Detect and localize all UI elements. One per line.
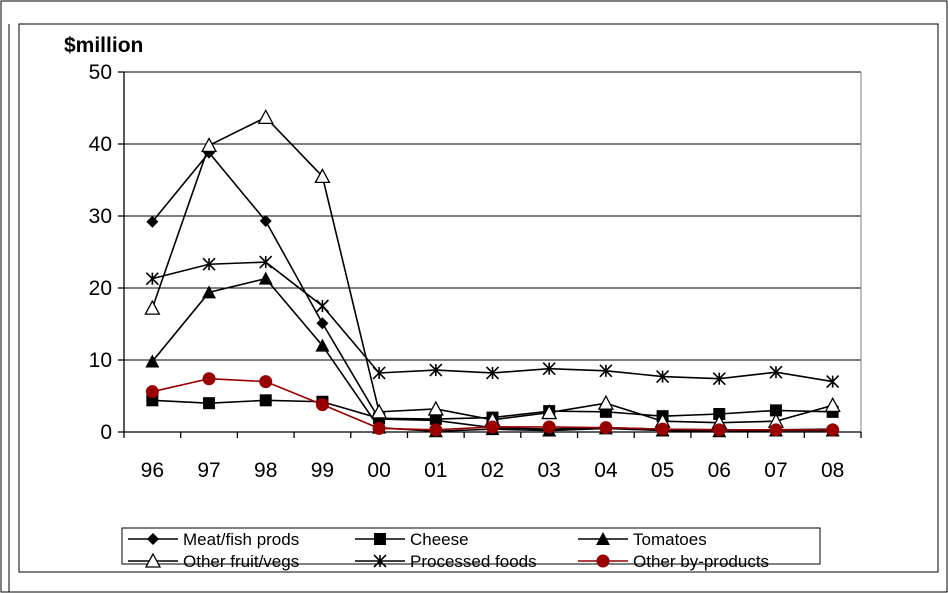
data-point xyxy=(712,372,726,386)
data-point xyxy=(315,299,329,313)
y-tick-label: 30 xyxy=(89,205,112,228)
data-point xyxy=(826,375,840,389)
data-point xyxy=(144,299,161,315)
data-point xyxy=(485,366,500,380)
data-point xyxy=(427,400,444,416)
data-point xyxy=(259,215,272,228)
data-point xyxy=(145,385,159,399)
legend-swatch-marker xyxy=(374,533,386,545)
data-point xyxy=(372,366,386,380)
x-tick-labels: 96 97 98 99 00 01 02 03 04 05 06 07 08 xyxy=(141,459,845,482)
data-point xyxy=(372,421,386,435)
data-point xyxy=(202,372,216,386)
data-point xyxy=(315,338,330,352)
legend-item: Other fruit/vegs xyxy=(128,552,299,571)
data-point xyxy=(769,365,783,379)
legend-swatch-marker xyxy=(373,554,387,568)
legend-box xyxy=(121,527,821,565)
y-axis-label: $million xyxy=(64,34,143,57)
data-point xyxy=(542,420,556,434)
legend-swatch-marker xyxy=(144,552,162,568)
data-point xyxy=(541,404,558,420)
data-point xyxy=(769,423,783,437)
legend: Meat/fish prods Cheese Tomatoes Other fruit… xyxy=(121,527,821,571)
x-tick-label: 07 xyxy=(764,459,787,482)
data-point xyxy=(597,394,614,410)
gridlines xyxy=(124,71,862,432)
data-point xyxy=(429,423,443,437)
x-tick-label: 02 xyxy=(481,459,504,482)
data-point xyxy=(429,363,443,377)
data-point xyxy=(712,423,726,437)
data-point xyxy=(259,255,273,269)
y-tick-label: 10 xyxy=(89,349,112,372)
legend-label: Processed foods xyxy=(410,552,537,571)
y-tick-labels: 0 10 20 30 40 50 xyxy=(89,61,112,444)
data-point xyxy=(203,397,216,410)
data-point xyxy=(599,421,613,435)
legend-swatch-marker xyxy=(596,554,610,568)
data-point xyxy=(713,408,726,420)
data-point xyxy=(542,362,556,376)
data-point xyxy=(258,271,273,285)
x-tick-label: 03 xyxy=(538,459,561,482)
legend-item: Tomatoes xyxy=(578,530,707,549)
data-point xyxy=(316,317,329,330)
x-tick-label: 08 xyxy=(821,459,844,482)
legend-label: Other fruit/vegs xyxy=(183,552,299,571)
data-point xyxy=(371,403,388,419)
data-point xyxy=(145,272,159,286)
legend-item: Other by-products xyxy=(578,552,769,571)
legend-label: Meat/fish prods xyxy=(183,530,299,549)
data-point xyxy=(314,168,331,184)
data-point xyxy=(429,413,442,426)
y-tick-label: 20 xyxy=(89,277,112,300)
data-point xyxy=(202,285,217,299)
data-point xyxy=(769,404,782,417)
data-point xyxy=(200,137,218,153)
data-point xyxy=(486,420,499,434)
data-point xyxy=(145,354,160,368)
data-point xyxy=(259,394,272,407)
legend-label: Tomatoes xyxy=(633,530,707,549)
x-tick-label: 97 xyxy=(197,459,220,482)
legend-swatch-marker xyxy=(596,532,610,545)
x-tick-label: 99 xyxy=(311,459,334,482)
legend-swatch-marker xyxy=(147,533,159,545)
x-tick-label: 98 xyxy=(254,459,277,482)
x-tick-label: 01 xyxy=(424,459,447,482)
data-point xyxy=(257,108,274,125)
data-point xyxy=(202,257,216,271)
x-tick-label: 05 xyxy=(651,459,674,482)
x-tick-label: 06 xyxy=(708,459,731,482)
x-tick-label: 96 xyxy=(141,459,164,482)
series-markers xyxy=(144,108,841,438)
legend-item: Meat/fish prods xyxy=(128,530,299,549)
data-point xyxy=(146,215,159,228)
x-tick-label: 00 xyxy=(367,459,390,482)
data-point xyxy=(315,398,329,412)
x-tick-label: 04 xyxy=(594,459,618,482)
y-tick-label: 0 xyxy=(100,421,112,444)
data-point xyxy=(826,423,840,437)
y-tick-label: 40 xyxy=(89,133,112,156)
legend-item: Cheese xyxy=(355,530,469,549)
data-point xyxy=(599,364,613,378)
legend-item: Processed foods xyxy=(355,552,537,571)
legend-label: Cheese xyxy=(410,530,469,549)
data-point xyxy=(656,422,670,436)
data-point xyxy=(824,396,841,413)
data-point xyxy=(656,369,670,384)
data-point xyxy=(259,375,273,389)
legend-label: Other by-products xyxy=(633,552,769,571)
y-tick-label: 50 xyxy=(89,61,112,84)
chart-area-border xyxy=(18,23,939,573)
